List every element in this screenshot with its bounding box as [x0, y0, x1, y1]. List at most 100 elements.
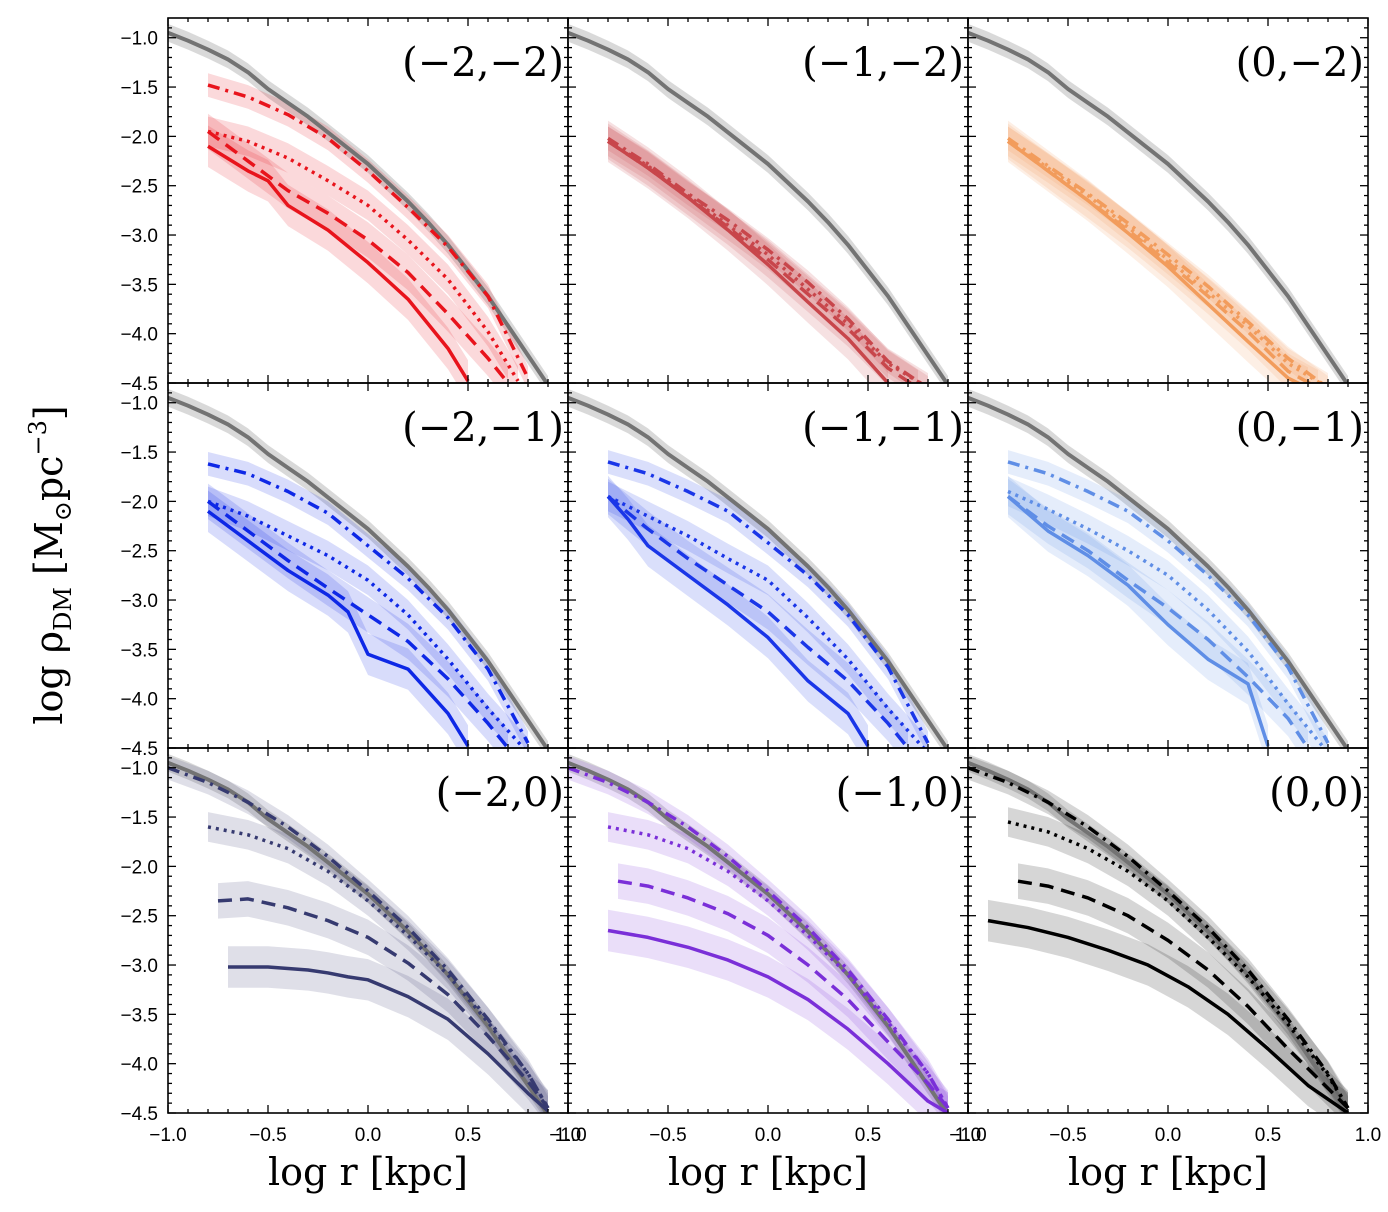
- x-tick-label: −1.0: [549, 1125, 587, 1146]
- series-line-dotted: [1007, 139, 1324, 383]
- x-tick-label: 0.0: [355, 1125, 381, 1146]
- series-line-dashdot: [968, 766, 1350, 1109]
- series-band-solid: [208, 490, 468, 748]
- series-band-dotted: [608, 481, 928, 748]
- y-tick-label: −3.0: [120, 591, 158, 612]
- panel-9: −1.0 −0.5 0.0 0.5 1.0 (0,0): [949, 747, 1381, 1146]
- series-line-solid: [206, 509, 470, 747]
- x-tick-label: −0.5: [649, 1125, 687, 1146]
- series-line-dashdot: [607, 460, 930, 744]
- series-band-solid: [208, 125, 468, 383]
- y-tick-label: −3.5: [120, 640, 158, 661]
- panel-6: (0,−1): [967, 382, 1369, 749]
- y-axis-title-odot: ⊙: [49, 501, 77, 521]
- series-band-dashed: [218, 881, 548, 1113]
- series-band-dotted: [208, 116, 518, 383]
- series-line-dotted: [1007, 820, 1350, 1109]
- series-line-solid: [207, 144, 470, 382]
- panel-plot-area: [568, 388, 950, 748]
- y-axis-title-unit-open: [M: [27, 521, 71, 587]
- y-axis-title-unit-close: ]: [27, 405, 71, 420]
- y-axis-title-sub: DM: [49, 587, 77, 631]
- panel-8: −1.0 −0.5 0.0 0.5 1.0 (−1,0): [549, 747, 981, 1146]
- series-band-dotted: [608, 812, 948, 1113]
- series-band-dotted: [1008, 807, 1348, 1113]
- panel-label: (0,−1): [1236, 405, 1364, 451]
- panel-7: −1.0−1.5−2.0−2.5−3.0−3.5−4.0−4.5−1.0 −0.5…: [120, 747, 581, 1146]
- y-tick-label: −4.5: [120, 1104, 158, 1125]
- series-line-dashed: [1006, 495, 1310, 748]
- x-tick-label: 0.5: [455, 1125, 481, 1146]
- series-line-solid: [607, 928, 949, 1113]
- series-line-dashed: [606, 495, 910, 748]
- series-line-dashed: [217, 897, 550, 1110]
- series-band-solid: [228, 946, 548, 1113]
- x-axis-title-col-3: log r [kpc]: [1068, 1150, 1268, 1194]
- series-band-solid: [988, 899, 1348, 1113]
- series-band-dashdot: [968, 755, 1348, 1113]
- x-tick-label: −0.5: [249, 1125, 287, 1146]
- panel-label: (−1,0): [836, 770, 964, 816]
- x-tick-label: 1.0: [955, 1125, 981, 1146]
- x-axis-title-col-1: log r [kpc]: [268, 1150, 468, 1194]
- series-band-dashed: [608, 478, 908, 748]
- series-band-dashed: [208, 483, 508, 748]
- x-tick-label: 0.0: [1155, 1125, 1181, 1146]
- reference-line: [568, 395, 950, 748]
- y-tick-label: −3.0: [120, 956, 158, 977]
- y-tick-label: −4.0: [120, 690, 158, 711]
- y-tick-label: −2.0: [120, 127, 158, 148]
- y-tick-label: −3.0: [120, 226, 158, 247]
- series-band-dashdot: [1008, 450, 1328, 748]
- y-tick-label: −2.5: [120, 907, 158, 928]
- panel-label: (−1,−1): [802, 405, 964, 451]
- panel-plot-area: [568, 753, 950, 1113]
- y-axis-title: log ρDM [M⊙pc−3]: [24, 405, 77, 724]
- panel-plot-area: [568, 23, 950, 383]
- series-band-dotted: [208, 812, 548, 1113]
- series-line-dotted: [207, 129, 520, 382]
- y-tick-label: −4.5: [120, 739, 158, 760]
- series-line-dashdot: [1007, 460, 1330, 744]
- series-line-dotted: [207, 499, 526, 748]
- panel-plot-area: [168, 388, 550, 748]
- panel-1: −1.0 −1.5 −2.0 −2.5 −3.0 −3.5 −4.0 −4.5 (−2,−2): [120, 17, 569, 395]
- series-band-dashdot: [208, 452, 528, 748]
- panel-label: (−2,−1): [402, 405, 564, 451]
- panel-label: (0,0): [1269, 770, 1364, 816]
- panel-grid: −1.0 −1.5 −2.0 −2.5 −3.0 −3.5 −4.0 −4.5 (−2,−2) (…: [120, 17, 1381, 1146]
- y-tick-label: −2.5: [120, 177, 158, 198]
- series-line-solid: [1006, 139, 1302, 383]
- x-tick-label: −0.5: [1049, 1125, 1087, 1146]
- series-line-solid: [607, 139, 890, 383]
- reference-line: [968, 760, 1350, 1113]
- panel-plot-area: [168, 753, 550, 1113]
- y-tick-label: −4.5: [120, 374, 158, 395]
- panel-label: (0,−2): [1236, 40, 1364, 86]
- panel-3: (0,−2): [967, 17, 1369, 384]
- reference-line: [968, 30, 1350, 383]
- series-line-dashed: [206, 499, 510, 748]
- series-band-dashdot: [168, 755, 548, 1113]
- x-tick-label: 0.0: [755, 1125, 781, 1146]
- series-line-solid: [606, 495, 870, 747]
- series-line-dashdot: [1007, 136, 1325, 383]
- x-tick-label: −1.0: [949, 1125, 987, 1146]
- x-tick-label: 0.5: [1255, 1125, 1281, 1146]
- series-line-dashdot: [207, 462, 530, 744]
- x-axis-title-col-2: log r [kpc]: [668, 1150, 868, 1194]
- panel-ticks: [967, 18, 1369, 384]
- y-tick-label: −1.0: [120, 394, 158, 415]
- reference-line: [168, 760, 550, 1113]
- series-band-dashdot: [208, 73, 528, 383]
- y-tick-label: −2.0: [120, 492, 158, 513]
- y-tick-label: −4.0: [120, 1055, 158, 1076]
- y-tick-label: −1.5: [120, 78, 158, 99]
- x-tick-label: 1.0: [555, 1125, 581, 1146]
- panel-label: (−1,−2): [802, 40, 964, 86]
- panel-ticks: [567, 18, 969, 384]
- panel-label: (−2,−2): [402, 40, 564, 86]
- x-tick-label: −1.0: [149, 1125, 187, 1146]
- series-line-solid: [228, 965, 550, 1113]
